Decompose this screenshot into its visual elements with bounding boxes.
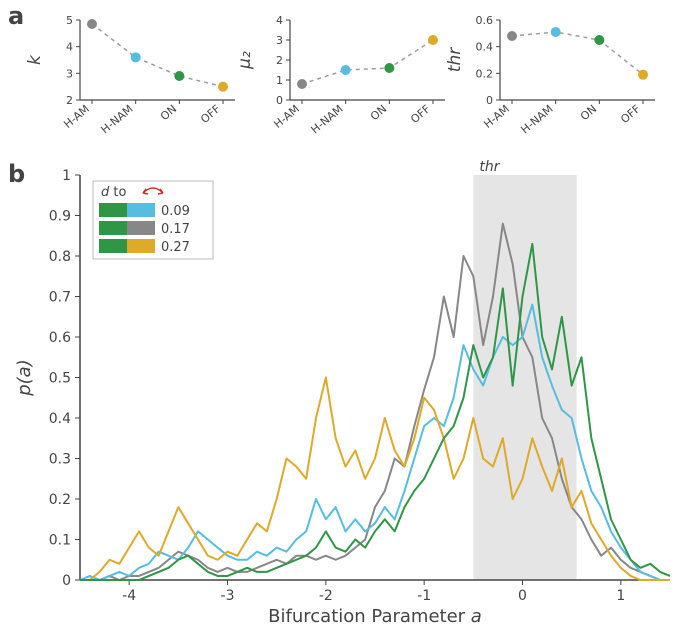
svg-text:1: 1 — [616, 588, 625, 604]
thr-shade — [473, 175, 576, 580]
svg-text:-3: -3 — [221, 588, 235, 604]
svg-text:0: 0 — [62, 573, 71, 589]
series-line — [80, 378, 670, 581]
svg-text:0.4: 0.4 — [49, 411, 71, 427]
svg-text:1: 1 — [62, 168, 71, 184]
legend-value: 0.27 — [161, 240, 190, 255]
svg-text:-2: -2 — [319, 588, 333, 604]
thr-label: thr — [479, 159, 500, 175]
series-line — [80, 224, 670, 580]
svg-text:-4: -4 — [122, 588, 136, 604]
svg-text:0.8: 0.8 — [49, 249, 71, 265]
svg-text:0.3: 0.3 — [49, 452, 71, 468]
panel-b-ylabel: p(a) — [14, 359, 35, 397]
svg-text:d to: d to — [101, 185, 126, 200]
svg-text:0.6: 0.6 — [49, 330, 71, 346]
legend-value: 0.09 — [161, 204, 190, 219]
svg-text:0.7: 0.7 — [49, 290, 71, 306]
figure: a b 2345kH-AMH-NAMONOFF01234µ₂H-AMH-NAMO… — [0, 0, 685, 627]
legend: d to 0.09 0.17 0.27 — [93, 181, 213, 259]
panel-b-svg: thr 0 0.1 0.2 0.3 0.4 0.5 0.6 0.7 0.8 0.9 1 -4 -3 -2 -1… — [0, 0, 685, 627]
svg-text:0: 0 — [518, 588, 527, 604]
legend-value: 0.17 — [161, 222, 190, 237]
svg-text:-1: -1 — [417, 588, 431, 604]
svg-text:0.9: 0.9 — [49, 209, 71, 225]
panel-b-xlabel: Bifurcation Parameter a — [268, 606, 482, 627]
svg-text:0.5: 0.5 — [49, 371, 71, 387]
series-line — [80, 305, 670, 580]
svg-text:0.2: 0.2 — [49, 492, 71, 508]
svg-text:0.1: 0.1 — [49, 533, 71, 549]
